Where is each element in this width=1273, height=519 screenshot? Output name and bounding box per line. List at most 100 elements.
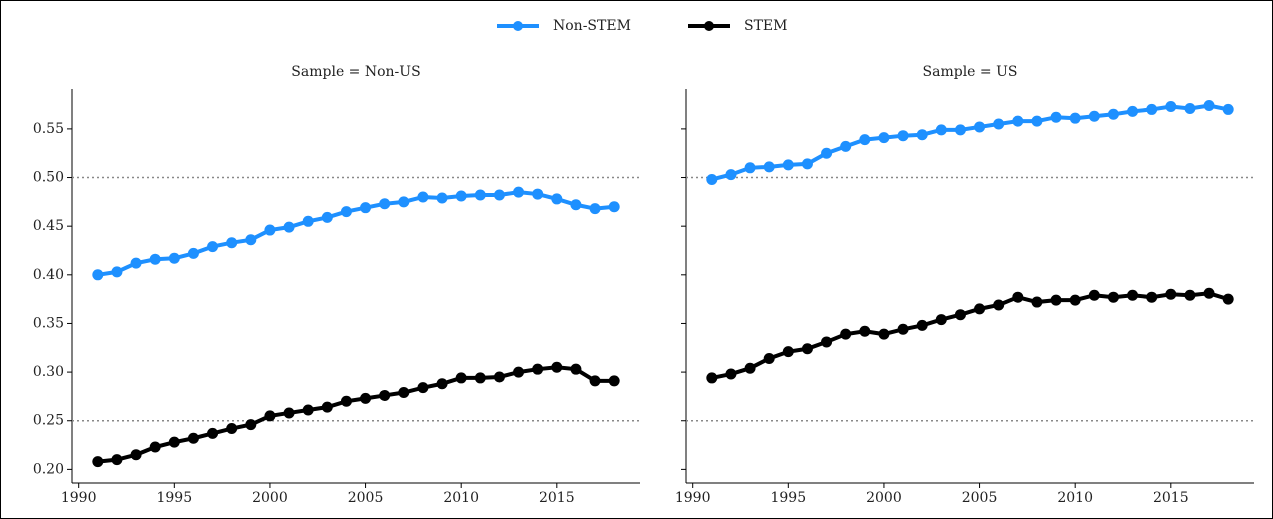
point [360,202,372,214]
point [1050,294,1062,306]
point [168,252,180,264]
point [474,372,486,384]
y-tick-label: 0.55 [33,121,64,137]
point [744,162,756,174]
point [207,241,219,253]
point [1146,291,1158,303]
point [782,346,794,358]
y-tick-label: 0.45 [33,218,64,234]
point [801,343,813,355]
y-tick-label: 0.20 [33,461,64,477]
point [1088,289,1100,301]
point [1127,105,1139,117]
point [1222,293,1234,305]
point [436,378,448,390]
point [935,314,947,326]
point [111,266,123,278]
point [1069,294,1081,306]
point [763,352,775,364]
point [706,372,718,384]
point [455,372,467,384]
point [379,389,391,401]
point [92,456,104,468]
point [1088,110,1100,122]
point [725,368,737,380]
point [226,237,238,249]
legend-marker [704,21,714,31]
point [935,124,947,136]
point [570,199,582,211]
point [1146,103,1158,115]
point [706,173,718,185]
point [551,193,563,205]
point [493,189,505,201]
point [974,303,986,315]
point [283,407,295,419]
point [878,132,890,144]
x-tick-label: 2010 [443,490,479,506]
point [455,190,467,202]
y-tick-label: 0.35 [33,315,64,331]
point [589,375,601,387]
point [974,121,986,133]
point [916,319,928,331]
point [321,401,333,413]
legend-label: Non-STEM [553,18,631,34]
point [417,382,429,394]
point [264,224,276,236]
point [226,423,238,435]
point [1031,115,1043,127]
point [264,410,276,422]
point [340,395,352,407]
point [283,221,295,233]
point [207,427,219,439]
x-tick-label: 2000 [252,490,288,506]
series-line [97,365,615,464]
point [897,130,909,142]
point [801,158,813,170]
point [1203,287,1215,299]
point [187,247,199,259]
point [245,419,257,431]
point [513,186,525,198]
point [1012,291,1024,303]
point [398,387,410,399]
point [821,336,833,348]
point [321,211,333,223]
y-tick-label: 0.25 [33,413,64,429]
point [1222,103,1234,115]
point [897,323,909,335]
point [1031,296,1043,308]
point [111,454,123,466]
point [859,325,871,337]
point [130,449,142,461]
point [840,140,852,152]
point [878,328,890,340]
legend-marker [513,21,523,31]
point [725,169,737,181]
subplot-title: Sample = US [923,64,1018,80]
point [821,147,833,159]
legend-label: STEM [744,18,787,34]
point [763,161,775,173]
x-tick-label: 1990 [675,490,711,506]
point [954,309,966,321]
point [474,189,486,201]
x-tick-label: 2010 [1057,490,1093,506]
y-tick-label: 0.40 [33,267,64,283]
point [532,188,544,200]
point [1184,102,1196,114]
point [1127,289,1139,301]
point [187,432,199,444]
x-tick-label: 1990 [61,490,97,506]
point [245,234,257,246]
point [916,129,928,141]
x-tick-label: 1995 [770,490,806,506]
series-line [711,291,1229,380]
point [744,362,756,374]
series-line [711,103,1229,182]
point [1012,115,1024,127]
point [92,269,104,281]
point [398,196,410,208]
